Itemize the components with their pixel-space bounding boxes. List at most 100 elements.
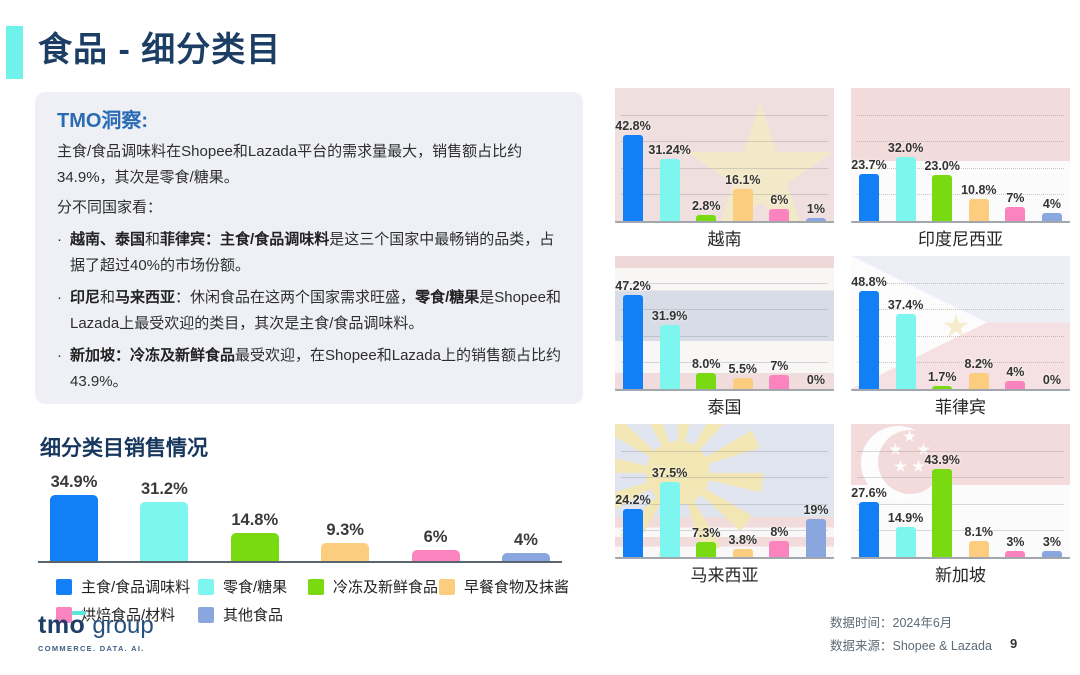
bar-冷冻及新鲜食品 xyxy=(230,532,279,561)
bar-value-label: 14.9% xyxy=(887,511,924,526)
indonesia-chart-column-早餐食物及抹酱: 10.8% xyxy=(961,183,997,221)
logo-tmo-text: tmo xyxy=(38,611,87,639)
logo-tagline: COMMERCE. DATA. AI. xyxy=(38,644,145,653)
bar-value-label: 1% xyxy=(806,202,825,216)
tmo-group-logo: tmo group COMMERCE. DATA. AI. xyxy=(38,611,154,653)
country-label-philippines: 菲律宾 xyxy=(935,398,986,417)
thailand-chart-column-主食/食品调味料: 47.2% xyxy=(615,279,651,389)
singapore-chart-column-其他食品: 3% xyxy=(1041,535,1062,557)
page-title: 食品 - 细分类目 xyxy=(38,31,282,69)
country-chart-malaysia: 24.2% 37.5% 7.3% 3.8% 8% 19% xyxy=(615,424,834,559)
thailand-chart-column-烘焙食品/材料: 7% xyxy=(769,359,790,389)
bar-冷冻及新鲜食品 xyxy=(932,469,953,557)
legend-item-零食/糖果: 零食/糖果 xyxy=(198,576,308,597)
bar-其他食品 xyxy=(805,218,826,221)
insight-title: TMO洞察: xyxy=(57,110,149,132)
gridline xyxy=(621,194,828,196)
data-time-label: 数据时间： xyxy=(830,616,893,630)
gridline xyxy=(857,194,1064,196)
gridline xyxy=(857,335,1064,337)
bar-烘焙食品/材料 xyxy=(1005,551,1026,557)
bar-主食/食品调味料 xyxy=(623,135,643,221)
bullet-bold-segment: 零食/糖果 xyxy=(415,289,480,306)
bar-value-label: 8.0% xyxy=(691,357,721,371)
bar-烘焙食品/材料 xyxy=(769,541,790,557)
legend-swatch xyxy=(56,578,72,595)
bar-主食/食品调味料 xyxy=(50,494,98,561)
bar-value-label: 43.9% xyxy=(924,453,960,468)
bullet-bold-segment: 主食/食品调味料 xyxy=(220,231,330,248)
vietnam-chart-column-其他食品: 1% xyxy=(805,202,826,221)
legend-label: 零食/糖果 xyxy=(223,579,288,596)
vietnam-chart-column-冷冻及新鲜食品: 2.8% xyxy=(692,199,720,221)
bar-零食/糖果 xyxy=(895,314,916,389)
insight-body: 主食/食品调味料在Shopee和Lazada平台的需求量最大，销售额占比约34.… xyxy=(57,139,561,395)
bullet-text: 新加坡：冷冻及新鲜食品最受欢迎，在Shopee和Lazada上的销售额占比约43… xyxy=(70,343,561,395)
bar-value-label: 24.2% xyxy=(615,492,651,507)
legend-swatch xyxy=(308,578,324,595)
gridline xyxy=(857,282,1064,284)
main-chart-title: 细分类目销售情况 xyxy=(40,437,208,460)
bar-冷冻及新鲜食品 xyxy=(932,385,953,389)
country-label-singapore: 新加坡 xyxy=(935,566,986,585)
chart-legend: 主食/食品调味料 零食/糖果 冷冻及新鲜食品 早餐食物及抹酱 烘焙食品/材料 其他食品 xyxy=(38,576,569,625)
bar-value-label: 27.6% xyxy=(851,485,887,500)
bar-其他食品 xyxy=(1041,551,1062,557)
bar-value-label: 5.5% xyxy=(728,362,758,376)
bar-烘焙食品/材料 xyxy=(769,375,790,389)
malaysia-chart-column-早餐食物及抹酱: 3.8% xyxy=(729,533,757,557)
bar-value-label: 4% xyxy=(1042,197,1061,211)
bar-value-label: 23.0% xyxy=(924,159,960,173)
bar-主食/食品调味料 xyxy=(859,291,879,389)
bar-早餐食物及抹酱 xyxy=(732,549,753,557)
bullet-segment: 和 xyxy=(145,231,161,248)
main-chart-column-烘焙食品/材料: 6% xyxy=(411,528,460,561)
bullet-bold-segment: 印尼 xyxy=(70,289,101,306)
gridline xyxy=(857,530,1064,532)
bar-value-label: 1.7% xyxy=(927,369,957,384)
malaysia-chart-column-冷冻及新鲜食品: 7.3% xyxy=(692,526,720,557)
main-chart-column-冷冻及新鲜食品: 14.8% xyxy=(230,510,279,561)
country-label-malaysia: 马来西亚 xyxy=(690,566,759,585)
bar-value-label: 3% xyxy=(1042,535,1061,549)
vietnam-chart-column-烘焙食品/材料: 6% xyxy=(769,193,790,221)
country-chart-block-singapore: 27.6% 14.9% 43.9% 8.1% 3% 3% 新加坡 xyxy=(851,424,1070,587)
bullet-segment: ：休闲食品在这两个国家需求旺盛， xyxy=(175,289,416,306)
gridline xyxy=(621,530,828,532)
singapore-flag-star xyxy=(889,443,902,455)
country-chart-block-vietnam: 42.8% 31.24% 2.8% 16.1% 6% 1% 越南 xyxy=(615,88,834,251)
insight-bullet: · 新加坡：冷冻及新鲜食品最受欢迎，在Shopee和Lazada上的销售额占比约4… xyxy=(57,343,561,395)
insight-box: TMO洞察: 主食/食品调味料在Shopee和Lazada平台的需求量最大，销售… xyxy=(35,92,583,404)
philippines-chart-column-冷冻及新鲜食品: 1.7% xyxy=(928,370,956,389)
mini-bars-thailand: 47.2% 31.9% 8.0% 5.5% 7% 0% xyxy=(615,256,834,389)
bullet-bold-segment: 越南、泰国 xyxy=(70,231,146,248)
bullet-marker: · xyxy=(57,289,62,306)
bar-value-label: 8.2% xyxy=(964,356,994,371)
title-accent-bar xyxy=(6,26,23,79)
thailand-chart-column-零食/糖果: 31.9% xyxy=(652,309,687,389)
country-chart-indonesia: 23.7% 32.0% 23.0% 10.8% 7% 4% xyxy=(851,88,1070,223)
bar-早餐食物及抹酱 xyxy=(732,188,753,221)
bar-value-label: 2.8% xyxy=(691,199,721,214)
bar-value-label: 37.4% xyxy=(887,298,924,313)
indonesia-chart-column-零食/糖果: 32.0% xyxy=(888,141,923,221)
bar-其他食品 xyxy=(1041,213,1062,221)
indonesia-chart-column-其他食品: 4% xyxy=(1041,197,1062,221)
data-time-value: 2024年6月 xyxy=(892,616,953,630)
bar-value-label: 6% xyxy=(770,193,789,207)
bullet-segment: 是这三个国家中最畅销的品类，占据了超过40%的市场份额。 xyxy=(70,231,555,274)
malaysia-chart-column-主食/食品调味料: 24.2% xyxy=(615,493,651,557)
country-chart-block-indonesia: 23.7% 32.0% 23.0% 10.8% 7% 4% 印度尼西亚 xyxy=(851,88,1070,251)
bar-早餐食物及抹酱 xyxy=(968,540,989,557)
bar-value-label: 31.2% xyxy=(140,479,188,498)
main-chart: 34.9% 31.2% 14.8% 9.3% 6% 4% xyxy=(38,470,562,563)
bar-冷冻及新鲜食品 xyxy=(696,373,717,389)
bar-零食/糖果 xyxy=(895,527,916,557)
legend-swatch xyxy=(56,606,72,623)
data-source-value: Shopee & Lazada xyxy=(892,639,992,653)
gridline xyxy=(857,309,1064,311)
bar-value-label: 14.8% xyxy=(231,510,279,529)
insight-paragraph: 主食/食品调味料在Shopee和Lazada平台的需求量最大，销售额占比约34.… xyxy=(57,143,523,186)
vietnam-chart-column-零食/糖果: 31.24% xyxy=(648,143,691,221)
bullet-bold-segment: 菲律宾： xyxy=(160,231,221,248)
